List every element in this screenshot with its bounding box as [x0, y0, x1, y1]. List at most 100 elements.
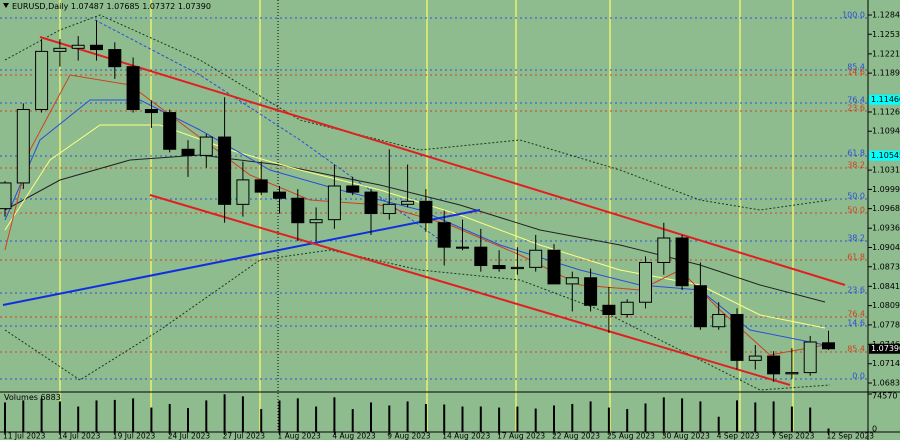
fib-label: 61.8: [847, 149, 865, 158]
y-tick-label: 1.10945: [872, 127, 900, 136]
candle-body: [767, 355, 781, 375]
volume-title: Volumes 6883: [4, 393, 61, 402]
candle-body: [346, 185, 360, 193]
price-axis: 1.12845 1.12530 1.12210 1.11895 1.11260 1.109…: [868, 10, 900, 388]
volume-last: 6883: [40, 393, 60, 402]
candle-body: [199, 136, 213, 156]
x-tick-label: 27 Jul 2023: [223, 432, 266, 440]
candle-body: [126, 66, 140, 111]
candle-body: [529, 249, 543, 268]
x-tick-label: 1 Aug 2023: [278, 432, 321, 440]
date-axis: 11 Jul 2023 14 Jul 2023 19 Jul 2023 24 Jul …: [3, 432, 874, 440]
y-tick-label: 1.09360: [872, 224, 900, 233]
candle-body: [547, 249, 561, 285]
header-close: 1.07390: [178, 2, 211, 11]
header-high: 1.07685: [107, 2, 140, 11]
symbol-icon: [3, 3, 9, 8]
candle-body: [327, 185, 341, 221]
candle-body: [309, 219, 323, 224]
fib-label: 23.6: [847, 286, 865, 295]
x-tick-label: 22 Aug 2023: [552, 432, 600, 440]
candle-body: [382, 203, 396, 215]
volume-tick-label: 74570: [872, 392, 897, 401]
candle-body: [53, 47, 67, 52]
candle-body: [565, 277, 579, 285]
candle-body: [254, 179, 268, 193]
x-tick-label: 19 Jul 2023: [113, 432, 156, 440]
candle-body: [0, 182, 12, 210]
y-tick-label: 1.12845: [872, 10, 900, 19]
y-tick-label: 1.11895: [872, 69, 900, 78]
channel-lower: [149, 194, 791, 386]
fib-label: 14.6: [847, 68, 865, 77]
y-tick-label: 1.08095: [872, 301, 900, 310]
price-marker-label: 1.10545: [871, 151, 900, 160]
header-low: 1.07372: [142, 2, 175, 11]
candle-body: [748, 355, 762, 361]
fib-label: 61.8: [847, 253, 865, 262]
candles: [0, 20, 835, 382]
candle-body: [71, 44, 85, 49]
candle-body: [273, 191, 286, 199]
volume-tick-label: 0: [872, 425, 877, 434]
x-tick-label: 9 Aug 2023: [387, 432, 430, 440]
candle-body: [730, 313, 744, 361]
candle-body: [108, 49, 122, 68]
candle-body: [785, 372, 799, 375]
y-tick-label: 1.12530: [872, 30, 900, 39]
candle-body: [401, 200, 415, 205]
candle-body: [510, 266, 524, 270]
candle-body: [822, 342, 835, 350]
chart-header: EURUSD,Daily 1.07487 1.07685 1.07372 1.0…: [12, 2, 211, 11]
candle-body: [144, 109, 158, 114]
fib-label: 100.0: [842, 10, 865, 19]
ma-blue: [4, 99, 826, 346]
ma-slow: [4, 154, 826, 303]
candle-body: [364, 191, 378, 215]
channel-upper: [39, 36, 846, 286]
candle-body: [236, 179, 250, 205]
x-tick-label: 24 Jul 2023: [168, 432, 211, 440]
candle-body: [492, 265, 506, 270]
fib-label: 85.4: [847, 344, 865, 353]
x-tick-label: 17 Aug 2023: [497, 432, 545, 440]
candle-body: [620, 301, 634, 315]
candle-body: [419, 200, 433, 224]
candle-body: [35, 50, 49, 111]
x-tick-label: 4 Aug 2023: [332, 432, 375, 440]
bollinger-lower: [4, 249, 831, 391]
x-tick-label: 12 Sep 2023: [827, 432, 875, 440]
fib-label: 50.0: [847, 205, 865, 214]
y-tick-label: 1.11260: [872, 107, 900, 116]
candle-body: [657, 237, 671, 263]
candle-body: [291, 197, 305, 224]
y-tick-label: 1.08410: [872, 282, 900, 291]
fib-label: 76.4: [847, 95, 865, 104]
x-tick-label: 4 Sep 2023: [717, 432, 760, 440]
fib-label: 14.6: [847, 318, 865, 327]
candle-body: [803, 341, 817, 374]
price-marker: [869, 343, 900, 354]
y-tick-label: 1.07145: [872, 359, 900, 368]
support-line: [2, 209, 481, 306]
fib-label: 23.6: [847, 103, 865, 112]
price-marker: [869, 94, 900, 105]
candle-body: [437, 222, 451, 248]
chart-title: EURUSD,Daily: [12, 2, 69, 11]
x-tick-label: 11 Jul 2023: [3, 432, 46, 440]
y-tick-label: 1.07780: [872, 320, 900, 329]
y-tick-label: 1.09045: [872, 243, 900, 252]
x-tick-label: 25 Aug 2023: [607, 432, 655, 440]
fib-label: 76.4: [847, 309, 865, 318]
fib-label: 38.2: [847, 161, 865, 170]
candle-body: [16, 109, 30, 184]
candle-body: [474, 246, 488, 267]
y-tick-label: 1.09680: [872, 204, 900, 213]
y-tick-label: 1.09995: [872, 185, 900, 194]
price-marker: [869, 150, 900, 161]
y-tick-label: 1.06830: [872, 379, 900, 388]
candle-body: [639, 261, 652, 303]
